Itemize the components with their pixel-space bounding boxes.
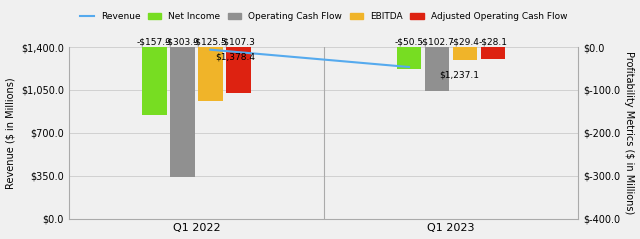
Text: -$28.1: -$28.1 bbox=[479, 37, 508, 46]
Bar bbox=[142, 47, 166, 115]
Bar bbox=[226, 47, 251, 93]
Text: -$50.5: -$50.5 bbox=[394, 37, 424, 46]
Bar bbox=[170, 47, 195, 177]
Bar bbox=[198, 47, 223, 101]
Text: -$157.9: -$157.9 bbox=[137, 37, 172, 46]
Text: -$107.3: -$107.3 bbox=[221, 37, 256, 46]
Bar bbox=[425, 47, 449, 91]
Text: $1,237.1: $1,237.1 bbox=[440, 71, 479, 80]
Bar bbox=[452, 47, 477, 60]
Y-axis label: Profitability Metrics ($ in Millions): Profitability Metrics ($ in Millions) bbox=[625, 51, 634, 214]
Text: -$102.7: -$102.7 bbox=[420, 37, 454, 46]
Text: -$303.9: -$303.9 bbox=[165, 37, 200, 46]
Bar bbox=[481, 47, 506, 59]
Text: -$29.4: -$29.4 bbox=[451, 37, 479, 46]
Legend: Revenue, Net Income, Operating Cash Flow, EBITDA, Adjusted Operating Cash Flow: Revenue, Net Income, Operating Cash Flow… bbox=[76, 9, 571, 25]
Y-axis label: Revenue ($ in Millions): Revenue ($ in Millions) bbox=[6, 77, 15, 189]
Text: $1,378.4: $1,378.4 bbox=[216, 52, 255, 61]
Text: -$125.5: -$125.5 bbox=[193, 37, 228, 46]
Bar bbox=[397, 47, 421, 69]
